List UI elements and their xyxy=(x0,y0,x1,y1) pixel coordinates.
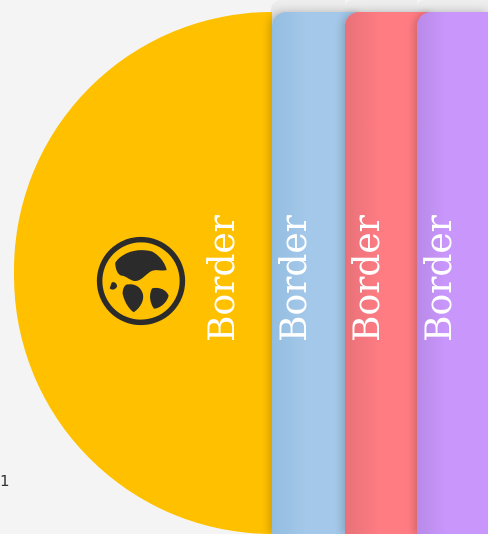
purple-panel-label: Border xyxy=(419,215,460,342)
blue-panel-label: Border xyxy=(274,215,315,342)
side-number: 1 xyxy=(0,472,10,490)
yellow-panel-label: Border xyxy=(202,215,243,342)
red-panel-label: Border xyxy=(347,215,388,342)
purple-tab-panel[interactable] xyxy=(417,12,488,534)
globe-icon xyxy=(96,236,186,326)
